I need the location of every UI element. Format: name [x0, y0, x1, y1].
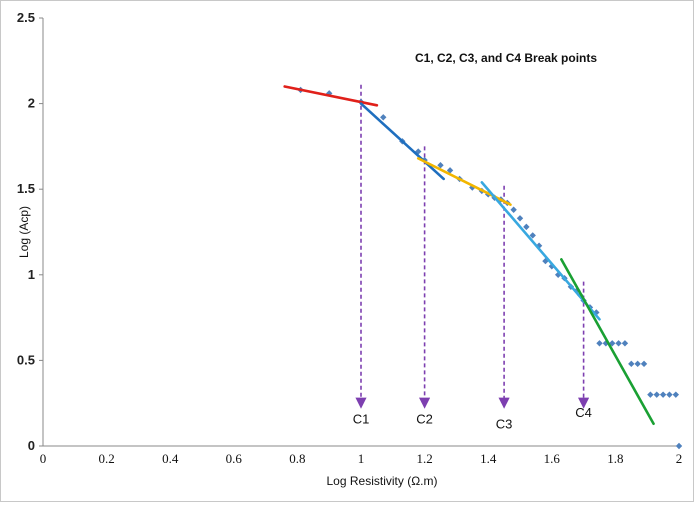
- data-point: [640, 360, 648, 368]
- x-tick-label: 0.2: [98, 451, 114, 466]
- data-point: [647, 391, 654, 398]
- trend-line-segment-5: [560, 258, 655, 426]
- data-point: [510, 206, 517, 213]
- data-point: [615, 340, 622, 347]
- x-tick-label: 0.8: [289, 451, 305, 466]
- y-tick-label: 2: [28, 96, 35, 111]
- break-label-c2: C2: [416, 412, 433, 427]
- x-tick-label: 1: [358, 451, 365, 466]
- data-point: [380, 114, 387, 121]
- data-point: [535, 242, 543, 249]
- data-point: [653, 391, 660, 398]
- y-tick-label: 2.5: [17, 10, 35, 25]
- data-point: [593, 309, 600, 316]
- data-point: [516, 215, 524, 222]
- trend-line-segment-4: [480, 181, 601, 321]
- y-tick-label: 1: [28, 267, 35, 282]
- data-points: [297, 86, 683, 450]
- axes: [42, 18, 679, 447]
- y-tick-label: 0.5: [17, 352, 35, 367]
- break-label-c1: C1: [353, 412, 370, 427]
- data-point: [634, 360, 641, 368]
- data-point: [542, 257, 549, 265]
- break-lines: [355, 84, 590, 409]
- data-point: [529, 232, 536, 239]
- data-point: [596, 340, 603, 347]
- trend-lines: [283, 85, 655, 426]
- data-point: [628, 360, 635, 368]
- x-tick-label: 0.4: [162, 451, 179, 466]
- y-tick-label: 1.5: [17, 181, 35, 196]
- data-point: [437, 162, 444, 169]
- break-label-c4: C4: [575, 405, 592, 420]
- x-axis-title: Log Resistivity (Ω.m): [327, 474, 438, 488]
- break-labels: C1 C2 C3 C4: [353, 405, 592, 432]
- data-point: [548, 263, 555, 270]
- break-points-annotation: C1, C2, C3, and C4 Break points: [415, 51, 597, 65]
- trend-line-segment-1: [283, 85, 379, 107]
- data-point: [666, 391, 673, 398]
- x-tick-label: 1.8: [607, 451, 623, 466]
- x-tick-label: 1.6: [544, 451, 561, 466]
- x-tick-label: 0.6: [226, 451, 243, 466]
- x-tick-labels: 0.2 0.4 0.6 0.8 1 1.2 1.4 1.6 1.8 2: [98, 451, 682, 466]
- y-tick-label: 0: [28, 438, 35, 453]
- y-axis-title: Log (Acp): [17, 206, 31, 258]
- break-label-c3: C3: [496, 417, 513, 432]
- x-tick-label: 1.4: [480, 451, 497, 466]
- data-point: [554, 271, 562, 278]
- x-tick-label: 2: [676, 451, 683, 466]
- data-point: [446, 167, 454, 174]
- x-tick-label: 1.2: [416, 451, 432, 466]
- y-tick-labels: 0 0.5 1 1.5 2 2.5: [17, 10, 43, 453]
- trend-line-segment-2: [359, 102, 445, 181]
- data-point: [672, 391, 680, 398]
- x-origin-label: 0: [40, 451, 47, 466]
- data-point: [523, 223, 530, 231]
- data-point: [659, 391, 667, 398]
- data-point: [621, 340, 629, 347]
- data-point: [675, 442, 683, 450]
